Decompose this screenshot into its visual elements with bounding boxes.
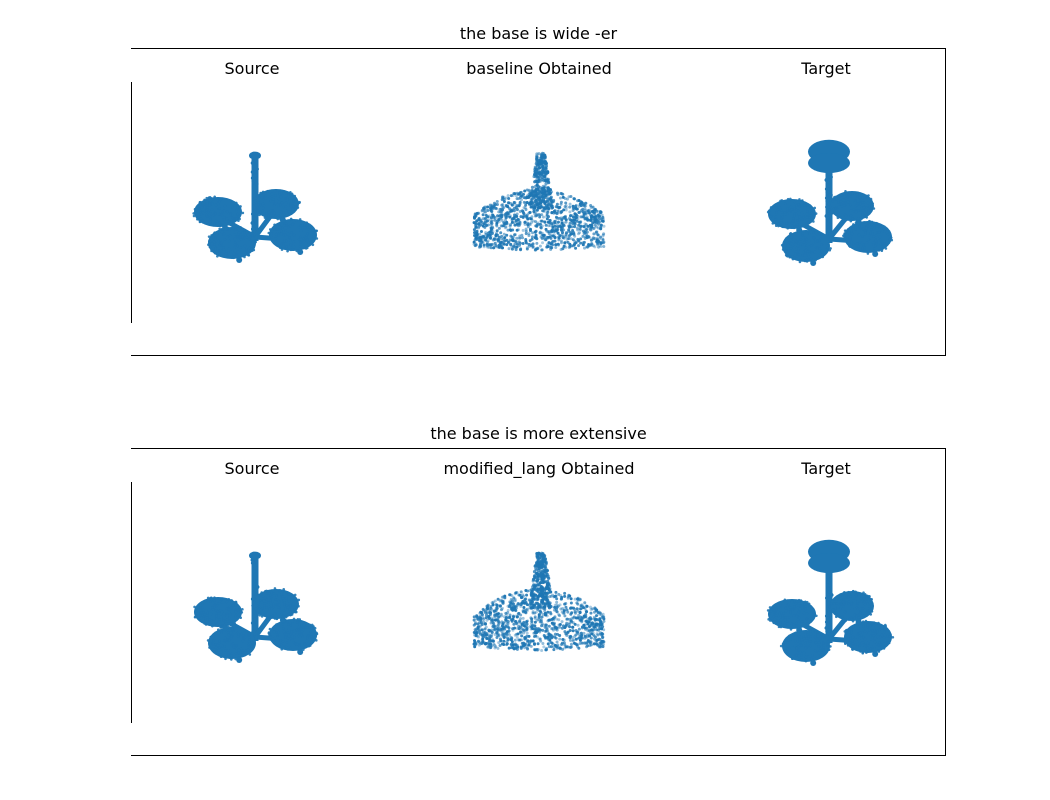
subplot-target-label: Target [801, 59, 851, 78]
obtained-pointcloud [472, 151, 606, 252]
subplot-obtained-label: modified_lang Obtained [443, 459, 635, 478]
panel-2-frame: Source modified_lang Obtained Target [131, 448, 946, 756]
panel-1-pointclouds [192, 139, 894, 266]
target-pointcloud [766, 139, 894, 266]
frame-gap-bottom [131, 723, 134, 755]
source-pointcloud [193, 551, 319, 663]
subplot-target-label: Target [801, 459, 851, 478]
frame-gap-top [131, 449, 134, 482]
obtained-pointcloud [472, 551, 606, 652]
source-pointcloud [192, 151, 319, 263]
frame-gap-top [131, 49, 134, 82]
panel-1-title: the base is wide -er [459, 24, 618, 43]
subplot-obtained-label: baseline Obtained [466, 59, 612, 78]
target-pointcloud [766, 539, 895, 666]
panel-2-title: the base is more extensive [430, 424, 647, 443]
subplot-source-label: Source [224, 459, 280, 478]
frame-gap-bottom [131, 323, 134, 355]
subplot-source-label: Source [224, 59, 280, 78]
panel-1-frame: Source baseline Obtained Target [131, 48, 946, 356]
panel-2-pointclouds [193, 539, 895, 666]
